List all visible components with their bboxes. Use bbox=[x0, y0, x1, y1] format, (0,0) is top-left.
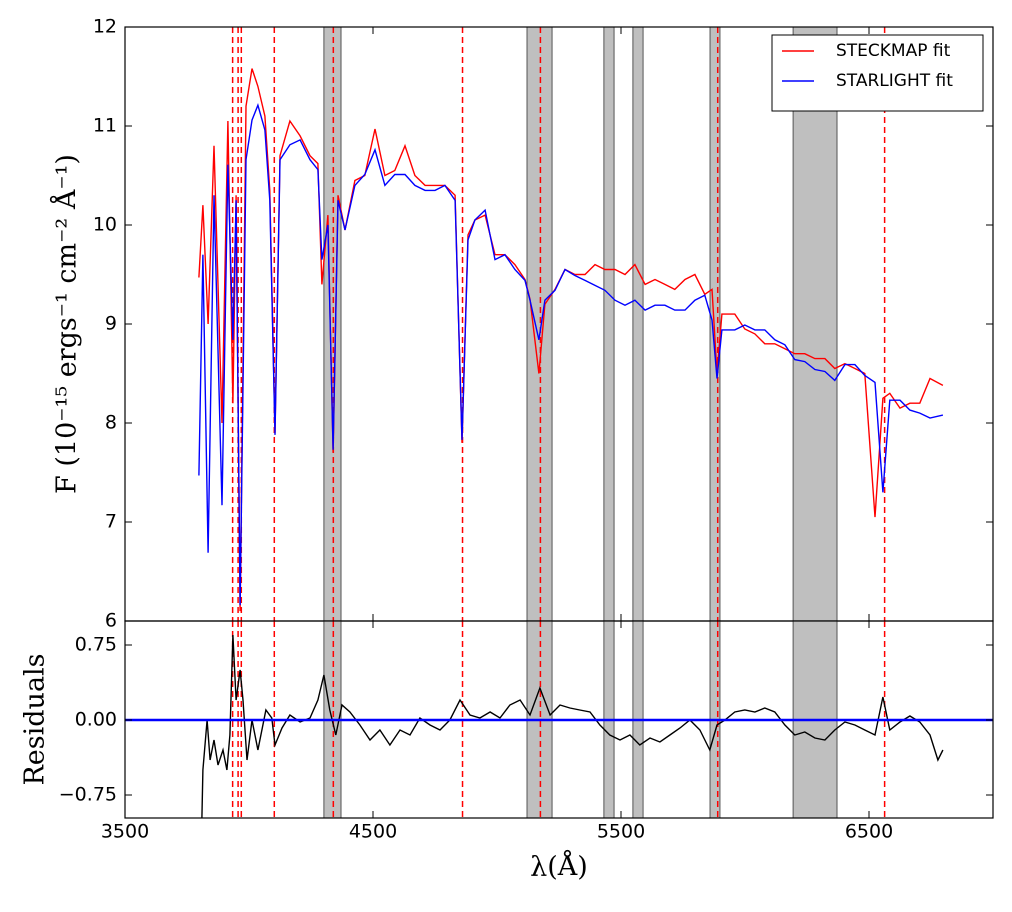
shaded-band bbox=[323, 27, 342, 621]
shaded-band bbox=[709, 27, 721, 621]
plot-area bbox=[198, 27, 944, 621]
x-tick-label: 3500 bbox=[101, 821, 149, 843]
shaded-band bbox=[526, 27, 553, 621]
legend-label: STECKMAP fit bbox=[836, 41, 951, 61]
x-axis-label: λ(Å) bbox=[530, 850, 588, 883]
y-axis-label: Residuals bbox=[20, 653, 51, 785]
shaded-band bbox=[792, 27, 838, 621]
shaded-band bbox=[603, 27, 615, 621]
y-axis-label: F (10⁻¹⁵ ergs⁻¹ cm⁻² Å⁻¹) bbox=[50, 154, 83, 494]
y-tick-label: 0.75 bbox=[75, 634, 117, 656]
x-tick-label: 4500 bbox=[349, 821, 397, 843]
legend-box bbox=[771, 34, 984, 112]
y-tick-label: 12 bbox=[93, 16, 117, 38]
y-tick-label: 11 bbox=[93, 115, 117, 137]
y-tick-label: 9 bbox=[105, 313, 117, 335]
y-tick-label: 8 bbox=[105, 412, 117, 434]
x-tick-label: 6500 bbox=[845, 821, 893, 843]
y-tick-label: 0.00 bbox=[75, 709, 117, 731]
shaded-band bbox=[632, 27, 644, 621]
series-line bbox=[201, 634, 944, 818]
axes-frame bbox=[124, 26, 994, 622]
series-line bbox=[198, 103, 944, 606]
y-tick-label: 10 bbox=[93, 214, 117, 236]
legend-label: STARLIGHT fit bbox=[836, 71, 953, 91]
y-tick-label: 6 bbox=[105, 610, 117, 632]
y-tick-label: −0.75 bbox=[59, 784, 117, 806]
plot-area bbox=[125, 621, 993, 818]
x-tick-label: 5500 bbox=[597, 821, 645, 843]
y-tick-label: 7 bbox=[105, 511, 117, 533]
